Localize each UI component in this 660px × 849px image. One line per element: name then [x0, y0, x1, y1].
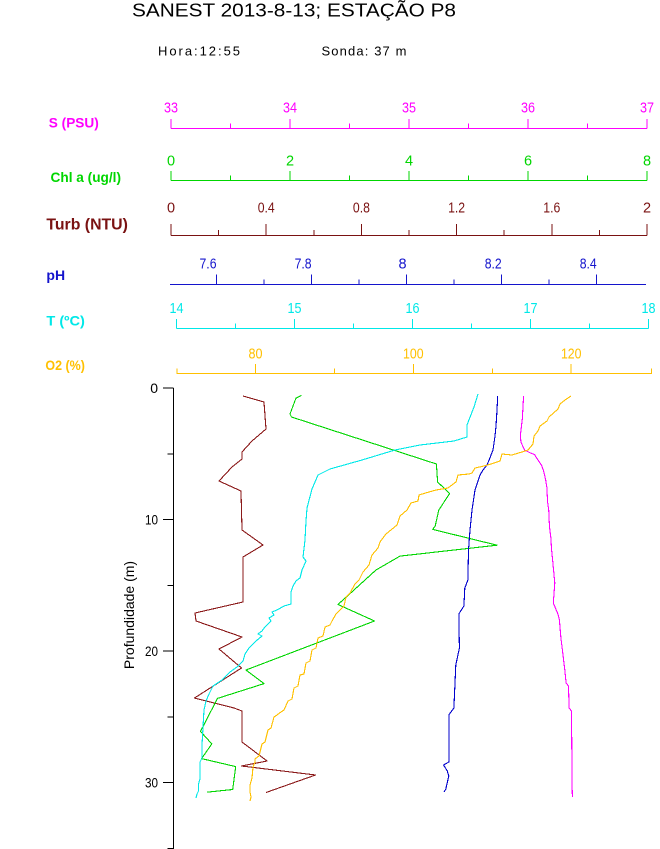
- svg-text:14: 14: [170, 301, 184, 317]
- svg-text:10: 10: [145, 512, 158, 528]
- svg-text:7.6: 7.6: [200, 257, 217, 273]
- svg-text:100: 100: [403, 347, 424, 363]
- svg-text:7.8: 7.8: [295, 257, 312, 273]
- svg-text:0.4: 0.4: [258, 201, 275, 217]
- svg-text:0: 0: [167, 201, 175, 217]
- svg-text:35: 35: [402, 101, 416, 117]
- svg-text:17: 17: [524, 301, 538, 317]
- svg-text:8.4: 8.4: [580, 257, 597, 273]
- svg-text:Sonda: 37 m: Sonda: 37 m: [322, 43, 407, 58]
- svg-text:120: 120: [561, 347, 582, 363]
- svg-text:33: 33: [164, 101, 178, 117]
- svg-text:S (PSU): S (PSU): [49, 115, 99, 131]
- svg-text:Hora:12:55: Hora:12:55: [158, 43, 240, 58]
- svg-text:0: 0: [150, 380, 158, 396]
- svg-text:80: 80: [249, 347, 263, 363]
- svg-text:8: 8: [399, 257, 407, 273]
- svg-text:Profundidade (m): Profundidade (m): [121, 561, 137, 669]
- svg-text:pH: pH: [46, 267, 65, 283]
- svg-text:36: 36: [521, 101, 535, 117]
- svg-text:SANEST 2013-8-13; ESTAÇÃO P8: SANEST 2013-8-13; ESTAÇÃO P8: [132, 0, 456, 21]
- svg-text:30: 30: [145, 775, 158, 791]
- svg-text:0.8: 0.8: [353, 201, 370, 217]
- svg-text:34: 34: [283, 101, 297, 117]
- svg-text:Chl a (ug/l): Chl a (ug/l): [51, 169, 122, 185]
- svg-text:4: 4: [405, 154, 413, 170]
- svg-text:1.2: 1.2: [448, 201, 465, 217]
- svg-text:O2 (%): O2 (%): [45, 357, 85, 373]
- svg-text:8.2: 8.2: [485, 257, 502, 273]
- svg-text:1.6: 1.6: [543, 201, 560, 217]
- svg-text:T (ºC): T (ºC): [46, 313, 85, 329]
- svg-text:Turb (NTU): Turb (NTU): [46, 217, 128, 234]
- svg-text:6: 6: [524, 154, 532, 170]
- svg-text:16: 16: [406, 301, 420, 317]
- svg-text:18: 18: [642, 301, 656, 317]
- svg-text:2: 2: [286, 154, 294, 170]
- svg-text:37: 37: [640, 101, 654, 117]
- svg-text:15: 15: [288, 301, 302, 317]
- svg-text:2: 2: [643, 201, 651, 217]
- svg-text:0: 0: [167, 154, 175, 170]
- svg-text:20: 20: [145, 643, 158, 659]
- svg-text:8: 8: [643, 154, 651, 170]
